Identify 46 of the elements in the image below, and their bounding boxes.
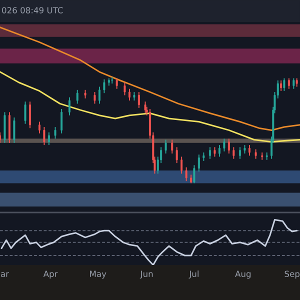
candlestick (185, 166, 188, 182)
x-tick-label: Apr (43, 270, 58, 279)
candlestick (288, 78, 290, 90)
x-tick-label: May (90, 270, 106, 279)
candlestick (144, 101, 146, 114)
candlestick (218, 144, 220, 158)
candlestick (54, 126, 56, 140)
candlestick (38, 121, 40, 134)
candlestick (164, 139, 167, 154)
candlestick (254, 148, 257, 160)
candlestick (214, 146, 216, 158)
candlestick (171, 139, 174, 154)
x-tick-label: Sep (284, 270, 300, 279)
candlestick (193, 164, 196, 184)
candlestick (138, 92, 140, 108)
candlestick (248, 144, 250, 156)
candlestick (24, 101, 26, 124)
candlestick (228, 138, 230, 154)
text: 026 08:49 UTC (2, 7, 63, 14)
candlestick (29, 101, 31, 129)
candlestick (176, 146, 178, 164)
x-tick-label: Jun (140, 270, 153, 279)
candlestick (283, 78, 286, 92)
candlestick (280, 80, 282, 92)
candlestick (13, 116, 16, 144)
candlestick (128, 88, 130, 101)
x-tick-label: Jul (188, 270, 198, 279)
candlestick (68, 96, 70, 116)
candlestick (76, 89, 78, 104)
x-tick-label: ar (0, 272, 10, 278)
x-tick-label: Aug (235, 270, 251, 279)
candlestick (116, 78, 118, 90)
candlestick (223, 138, 226, 152)
candlestick (124, 82, 126, 96)
candlestick (43, 126, 46, 146)
candlestick (209, 146, 211, 160)
candlestick (60, 108, 63, 134)
candlestick (198, 154, 200, 172)
candlestick (98, 86, 100, 104)
candlestick (180, 156, 183, 174)
candlestick (94, 92, 96, 104)
candlestick (48, 132, 50, 146)
candlestick (239, 146, 241, 160)
candlestick (232, 146, 235, 160)
candlestick (292, 78, 295, 90)
candlestick (103, 78, 106, 94)
